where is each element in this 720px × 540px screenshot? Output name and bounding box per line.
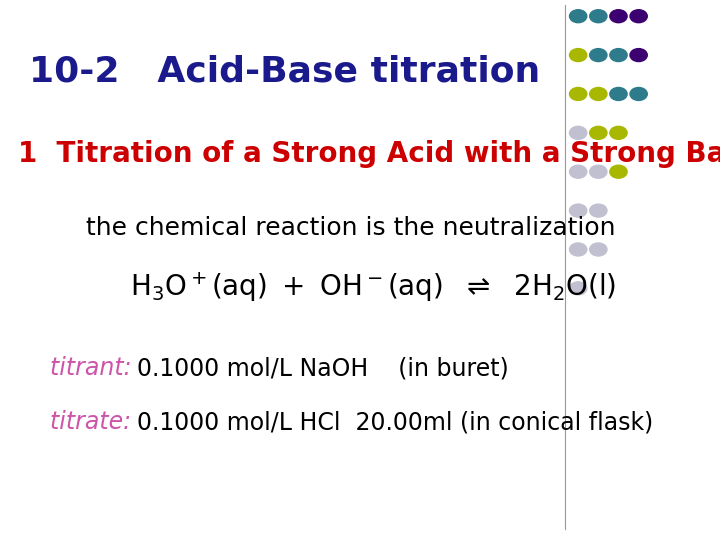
Circle shape bbox=[610, 165, 627, 178]
Circle shape bbox=[570, 49, 587, 62]
Text: titrate:: titrate: bbox=[50, 410, 147, 434]
Circle shape bbox=[570, 243, 587, 256]
Circle shape bbox=[570, 87, 587, 100]
Text: 1  Titration of a Strong Acid with a Strong Base: 1 Titration of a Strong Acid with a Stro… bbox=[18, 140, 720, 168]
Text: titrant:: titrant: bbox=[50, 356, 147, 380]
Text: 0.1000 mol/L NaOH    (in buret): 0.1000 mol/L NaOH (in buret) bbox=[137, 356, 508, 380]
Circle shape bbox=[570, 165, 587, 178]
Circle shape bbox=[570, 204, 587, 217]
Text: 0.1000 mol/L HCl  20.00ml (in conical flask): 0.1000 mol/L HCl 20.00ml (in conical fla… bbox=[137, 410, 653, 434]
Circle shape bbox=[630, 87, 647, 100]
Circle shape bbox=[590, 126, 607, 139]
Circle shape bbox=[570, 10, 587, 23]
Text: $\mathregular{H_3O^+(aq)\ +\ OH^-(aq)\ \ \rightleftharpoons\ \ 2H_2O(l)}$: $\mathregular{H_3O^+(aq)\ +\ OH^-(aq)\ \… bbox=[130, 270, 616, 304]
Circle shape bbox=[610, 126, 627, 139]
Circle shape bbox=[570, 282, 587, 295]
Circle shape bbox=[590, 10, 607, 23]
Circle shape bbox=[590, 165, 607, 178]
Circle shape bbox=[570, 126, 587, 139]
Circle shape bbox=[630, 10, 647, 23]
Circle shape bbox=[590, 243, 607, 256]
Text: 10-2   Acid-Base titration: 10-2 Acid-Base titration bbox=[29, 54, 540, 88]
Circle shape bbox=[590, 204, 607, 217]
Circle shape bbox=[610, 87, 627, 100]
Circle shape bbox=[610, 49, 627, 62]
Text: the chemical reaction is the neutralization: the chemical reaction is the neutralizat… bbox=[86, 216, 616, 240]
Circle shape bbox=[590, 87, 607, 100]
Circle shape bbox=[630, 49, 647, 62]
Circle shape bbox=[610, 10, 627, 23]
Circle shape bbox=[590, 49, 607, 62]
